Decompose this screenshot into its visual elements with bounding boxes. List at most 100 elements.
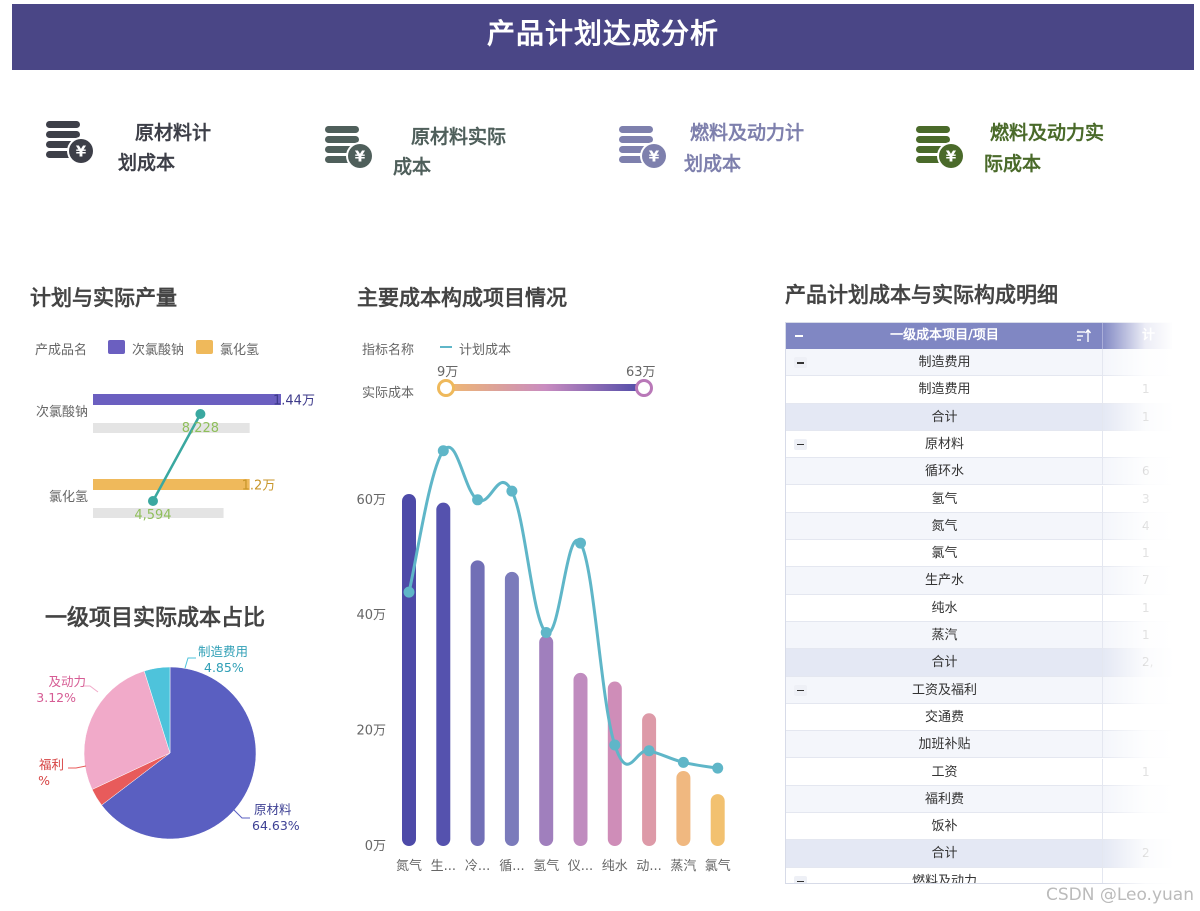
table-row[interactable]: 工资 1 (786, 758, 1172, 786)
pie-label-name: 及动力 (48, 674, 86, 689)
table-group-row[interactable]: 燃料及动力 (786, 867, 1172, 883)
cost-bar[interactable] (676, 770, 691, 846)
kpi-label-line2: 划成本 (118, 152, 176, 174)
row-label: 制造费用 (918, 382, 971, 398)
plan-cost-point[interactable] (575, 537, 586, 549)
plan-cost-point[interactable] (437, 445, 449, 457)
column-header-plan[interactable]: 计 (1142, 328, 1156, 343)
row-label: 合计 (931, 846, 958, 862)
collapse-icon[interactable] (794, 875, 807, 883)
table-row[interactable]: 氮气 4 (786, 512, 1172, 541)
collapse-icon[interactable] (794, 438, 807, 450)
x-tick-label: 蒸汽 (670, 859, 696, 874)
plan-cost-point[interactable] (712, 762, 724, 774)
dashboard-header: 产品计划达成分析 (12, 4, 1194, 70)
x-tick-label: 氮气 (396, 858, 422, 874)
row-plan-value: 1 (1142, 409, 1150, 424)
table-row[interactable]: 循环水 6 (786, 458, 1172, 486)
plan-cost-point[interactable] (609, 739, 621, 751)
plan-cost-line (407, 445, 718, 770)
plan-cost-point[interactable] (472, 494, 484, 506)
cost-bar[interactable] (710, 794, 725, 846)
coin-stack-icon: ¥ (46, 121, 98, 171)
table-row[interactable]: 福利费 (786, 785, 1172, 814)
detail-title: 产品计划成本与实际构成明细 (785, 283, 1058, 307)
cost-bar[interactable] (642, 713, 657, 846)
kpi-label-line2: 划成本 (684, 153, 742, 175)
x-tick-label: 氯气 (705, 858, 731, 874)
slider-min-label: 9万 (437, 365, 459, 380)
plan-cost-point[interactable] (643, 745, 655, 757)
pie-slice[interactable] (143, 666, 171, 754)
plan-cost-point[interactable] (506, 485, 518, 497)
cost-bar[interactable] (436, 502, 451, 846)
bar-value-label: 1.44万 (273, 394, 315, 409)
watermark: CSDN @Leo.yuan (1045, 885, 1194, 905)
row-plan-value (1104, 731, 1172, 757)
cost-bar[interactable] (402, 494, 416, 846)
legend-item-1[interactable]: 次氯酸钠 (132, 343, 185, 358)
plan-cost-point[interactable] (540, 627, 552, 639)
table-row[interactable]: 生产水 7 (786, 567, 1172, 595)
table-header: 一级成本项目/项目 计 (786, 323, 1172, 349)
table-row[interactable]: 加班补贴 (786, 731, 1172, 759)
cost-bar[interactable] (539, 635, 554, 846)
table-row[interactable]: 氢气 3 (786, 485, 1172, 513)
detail-table[interactable]: 一级成本项目/项目 计 制造费用 制造费用 1 合计 1 原材料 循环水 6 氢气 3 氮气 4 氯气 1… (785, 322, 1173, 884)
cost-chart[interactable]: 0万 20万 40万 60万氮气 生... 冷... 循... 氢气 仪... 纯水 动... 蒸汽氯… (350, 410, 750, 880)
range-slider-max-handle[interactable] (635, 379, 653, 397)
table-row[interactable]: 蒸汽 1 (786, 622, 1172, 650)
slider-label: 实际成本 (362, 386, 415, 401)
table-group-row[interactable]: 制造费用 (786, 349, 1172, 377)
table-row[interactable]: 饭补 (786, 813, 1172, 841)
plan-cost-point[interactable] (677, 756, 689, 768)
pie-label-pct: 3.12% (36, 690, 76, 705)
line-point[interactable] (147, 496, 158, 506)
table-row[interactable]: 制造费用 1 (786, 376, 1172, 404)
legend-swatch-1[interactable] (108, 340, 125, 354)
bar-value-label: 1.2万 (242, 479, 276, 494)
actual-line (151, 413, 202, 502)
kpi-label-line1: 燃料及动力实 (990, 122, 1105, 144)
pie-slice[interactable] (83, 670, 171, 790)
legend-item-2[interactable]: 氯化氢 (220, 343, 260, 358)
legend-line-swatch[interactable] (440, 346, 452, 348)
collapse-icon[interactable] (794, 357, 807, 368)
table-row[interactable]: 交通费 (786, 703, 1172, 732)
line-point[interactable] (195, 409, 206, 419)
column-header-item[interactable]: 一级成本项目/项目 (890, 328, 999, 343)
table-row[interactable]: 氯气 1 (786, 540, 1172, 568)
x-tick-label: 生... (431, 859, 456, 874)
bar-次氯酸钠[interactable] (93, 394, 281, 405)
table-row[interactable]: 纯水 1 (786, 594, 1172, 622)
cost-bar[interactable] (504, 571, 519, 846)
legend-item-plan-cost[interactable]: 计划成本 (459, 343, 512, 358)
plan-cost-point[interactable] (403, 586, 415, 598)
bar-氯化氢[interactable] (93, 479, 250, 490)
pie-slice[interactable] (101, 666, 257, 840)
collapse-icon[interactable] (794, 684, 807, 696)
y-tick-label: 60万 (356, 493, 386, 508)
row-plan-value: 7 (1142, 573, 1150, 588)
production-title: 计划与实际产量 (30, 286, 177, 310)
sort-icon[interactable] (1076, 328, 1092, 344)
collapse-all-icon[interactable] (795, 335, 803, 337)
range-slider-track[interactable] (446, 384, 644, 391)
cost-bar[interactable] (573, 672, 588, 846)
row-label: 加班补贴 (918, 737, 971, 753)
row-label: 蒸汽 (931, 628, 958, 643)
legend-swatch-2[interactable] (196, 340, 213, 354)
cost-bar[interactable] (470, 560, 485, 846)
table-total-row[interactable]: 合计 1 (786, 403, 1172, 431)
table-total-row[interactable]: 合计 2, (786, 649, 1172, 677)
cost-bar[interactable] (607, 681, 622, 846)
row-plan-value (1104, 868, 1172, 883)
table-total-row[interactable]: 合计 2 (786, 840, 1172, 868)
svg-text:¥: ¥ (946, 148, 957, 166)
table-group-row[interactable]: 工资及福利 (786, 676, 1172, 704)
table-group-row[interactable]: 原材料 (786, 430, 1172, 459)
range-slider-min-handle[interactable] (437, 379, 455, 397)
pie-label-pct: % (38, 773, 50, 788)
